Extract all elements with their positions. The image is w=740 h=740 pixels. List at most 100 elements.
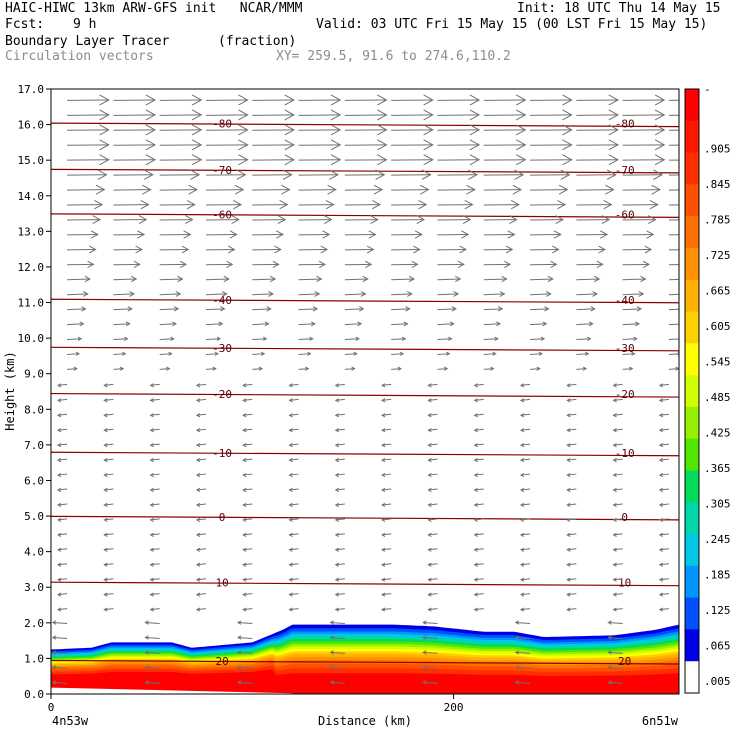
- vector-head: [99, 109, 110, 121]
- vector-head: [418, 199, 428, 210]
- vector-head: [653, 169, 664, 180]
- vector-shaft: [391, 368, 401, 370]
- vector-head: [190, 169, 201, 180]
- vector-shaft: [382, 428, 392, 431]
- vector-head: [84, 275, 91, 283]
- vector-shaft: [150, 578, 160, 581]
- vector-shaft: [289, 473, 299, 476]
- vector-shaft: [530, 338, 545, 341]
- colorbar-label: .125: [704, 604, 731, 617]
- x-axis-label: Distance (km): [318, 714, 412, 728]
- vector-shaft: [423, 681, 438, 684]
- vector-head: [547, 275, 554, 283]
- vector-head: [170, 336, 175, 341]
- vector-head: [140, 199, 150, 210]
- vector-head: [566, 413, 571, 418]
- vector-head: [56, 592, 62, 597]
- vector-shaft: [335, 608, 345, 611]
- vector-shaft: [668, 323, 679, 326]
- vector-head: [566, 562, 571, 567]
- vector-head: [263, 336, 268, 341]
- vector-head: [99, 94, 110, 106]
- vector-head: [238, 94, 249, 106]
- vector-head: [381, 607, 386, 612]
- vector-head: [473, 547, 478, 552]
- vector-head: [381, 517, 386, 522]
- vector-head: [587, 336, 592, 341]
- vector-head: [195, 577, 201, 582]
- forecast-label: Fcst:: [5, 17, 45, 32]
- vector-shaft: [608, 651, 623, 654]
- vector-head: [646, 230, 655, 239]
- vector-head: [242, 532, 247, 537]
- vector-head: [519, 458, 525, 463]
- vector-shaft: [613, 488, 623, 491]
- vector-shaft: [159, 278, 183, 281]
- vector-head: [242, 592, 247, 597]
- vector-shaft: [243, 473, 253, 476]
- vector-head: [179, 260, 188, 269]
- vector-shaft: [622, 308, 642, 311]
- vector-shaft: [391, 308, 410, 311]
- vector-head: [446, 351, 451, 356]
- vector-head: [269, 275, 277, 283]
- y-tick-label: 2.0: [24, 617, 44, 630]
- vector-head: [185, 215, 194, 224]
- vector-shaft: [159, 353, 172, 355]
- vector-head: [629, 366, 634, 371]
- vector-head: [566, 458, 571, 463]
- vector-shaft: [437, 293, 459, 296]
- vector-head: [612, 472, 617, 478]
- vector-head: [407, 290, 413, 297]
- y-tick-label: 15.0: [18, 154, 45, 167]
- vector-head: [381, 487, 386, 493]
- vector-shaft: [67, 278, 90, 281]
- vector-shaft: [113, 338, 128, 341]
- vector-head: [229, 230, 238, 239]
- vector-head: [649, 199, 659, 210]
- colorbar-swatch: [685, 406, 699, 440]
- vector-shaft: [57, 578, 68, 581]
- vector-head: [56, 562, 62, 567]
- vector-head: [566, 532, 571, 537]
- colorbar-swatch: [685, 438, 699, 471]
- vector-head: [607, 635, 612, 640]
- vector-head: [284, 109, 295, 121]
- vector-head: [195, 398, 201, 403]
- vector-head: [103, 443, 108, 448]
- vector-head: [79, 321, 85, 327]
- vector-shaft: [659, 518, 669, 521]
- vector-head: [381, 383, 386, 388]
- vector-shaft: [567, 578, 577, 581]
- vector-head: [403, 321, 409, 327]
- vector-head: [427, 517, 432, 522]
- vector-head: [680, 337, 683, 340]
- vector-shaft: [391, 293, 412, 296]
- vector-head: [149, 502, 154, 508]
- vector-head: [82, 290, 89, 297]
- vector-head: [414, 230, 423, 239]
- vector-shaft: [608, 666, 623, 669]
- vector-shaft: [391, 338, 406, 341]
- vector-head: [413, 245, 421, 254]
- vector-head: [149, 547, 154, 552]
- vector-shaft: [150, 533, 160, 536]
- vector-head: [214, 351, 219, 356]
- vector-shaft: [67, 338, 82, 341]
- vector-head: [360, 290, 367, 297]
- isotherm-label: 0: [219, 511, 226, 524]
- vector-head: [519, 607, 525, 612]
- vector-shaft: [474, 563, 484, 566]
- vector-head: [103, 562, 108, 567]
- vector-head: [654, 154, 666, 166]
- vector-head: [175, 290, 182, 297]
- vector-shaft: [52, 636, 68, 639]
- vector-shaft: [330, 681, 345, 684]
- vector-head: [103, 472, 108, 478]
- vector-head: [75, 351, 81, 356]
- colorbar-swatch: [685, 152, 699, 185]
- vector-head: [422, 650, 427, 655]
- vector-head: [608, 124, 619, 136]
- vector-head: [449, 321, 455, 327]
- vector-shaft: [520, 503, 531, 506]
